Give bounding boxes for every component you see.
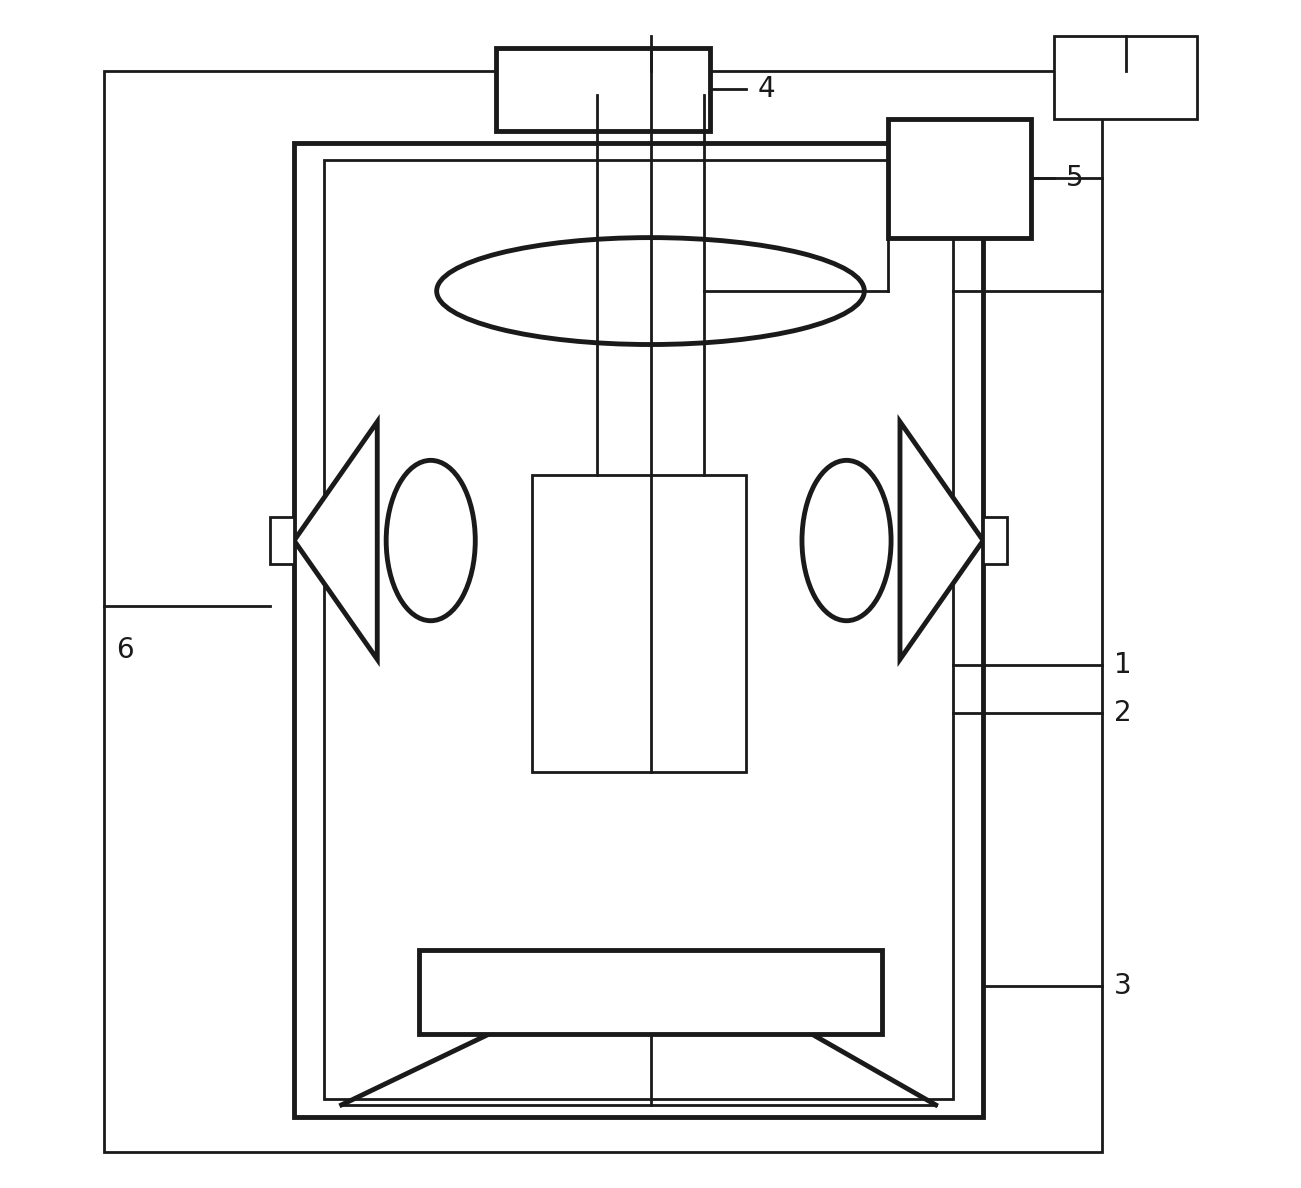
Polygon shape (419, 950, 882, 1034)
Polygon shape (532, 475, 745, 772)
Polygon shape (324, 160, 954, 1099)
Polygon shape (496, 48, 710, 131)
Text: 5: 5 (1067, 164, 1084, 192)
Polygon shape (271, 517, 294, 564)
Polygon shape (1054, 36, 1197, 119)
Text: 1: 1 (1114, 651, 1132, 680)
Polygon shape (889, 119, 1030, 238)
Text: 3: 3 (1114, 972, 1132, 1000)
Text: 4: 4 (757, 75, 775, 103)
Polygon shape (104, 71, 1102, 1152)
Polygon shape (984, 517, 1007, 564)
Polygon shape (900, 422, 984, 659)
Polygon shape (294, 143, 984, 1117)
Polygon shape (294, 422, 377, 659)
Text: 2: 2 (1114, 699, 1132, 727)
Text: 6: 6 (116, 636, 134, 664)
